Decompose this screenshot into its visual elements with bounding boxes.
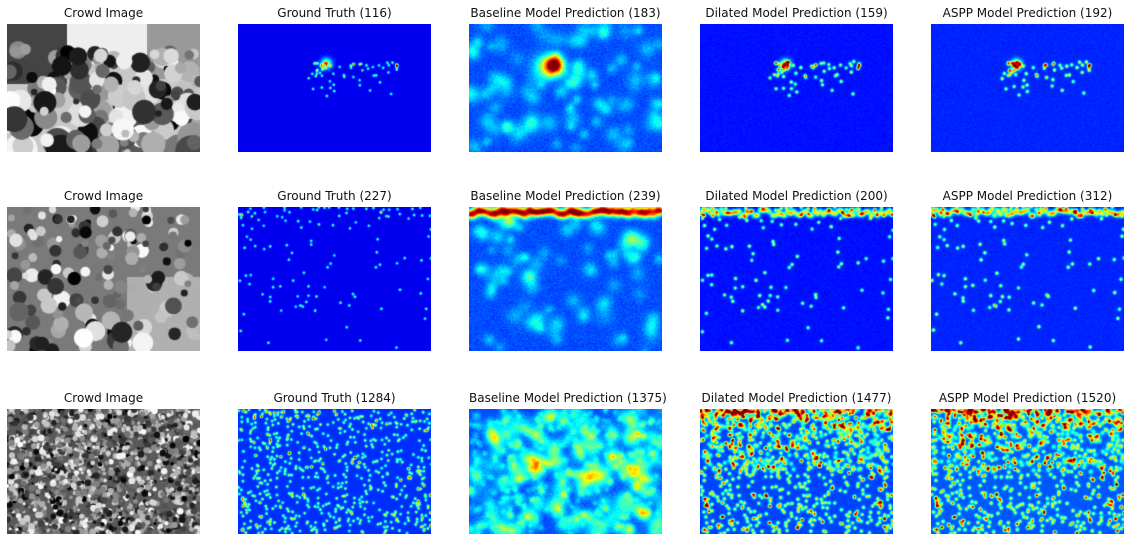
- panel-title: Ground Truth (227): [277, 189, 392, 203]
- panel-ground-truth-3: Ground Truth (1284): [238, 391, 431, 534]
- panel-title: Crowd Image: [63, 6, 144, 20]
- panel-title: Dilated Model Prediction (159): [705, 6, 888, 20]
- panel-baseline-prediction-3: Baseline Model Prediction (1375): [469, 391, 667, 534]
- panel-title: ASPP Model Prediction (1520): [938, 391, 1117, 405]
- panel-aspp-prediction-2: ASPP Model Prediction (312): [931, 189, 1124, 353]
- crowd-photo-image: [7, 409, 200, 534]
- panel-title: Baseline Model Prediction (1375): [469, 391, 667, 405]
- density-map-image: [469, 24, 662, 152]
- panel-title: Crowd Image: [63, 391, 144, 405]
- density-map-image: [238, 409, 431, 534]
- panel-title: Dilated Model Prediction (200): [705, 189, 888, 203]
- density-map-image: [469, 207, 662, 351]
- density-map-image: [931, 24, 1124, 152]
- panel-dilated-prediction-3: Dilated Model Prediction (1477): [700, 391, 893, 534]
- panel-aspp-prediction-3: ASPP Model Prediction (1520): [931, 391, 1124, 534]
- panel-title: Ground Truth (1284): [273, 391, 396, 405]
- panel-ground-truth-1: Ground Truth (116): [238, 6, 431, 152]
- panel-title: ASPP Model Prediction (312): [942, 189, 1113, 203]
- panel-title: Crowd Image: [63, 189, 144, 203]
- panel-dilated-prediction-1: Dilated Model Prediction (159): [700, 6, 893, 152]
- density-map-image: [931, 207, 1124, 351]
- density-map-image: [469, 409, 662, 534]
- panel-baseline-prediction-2: Baseline Model Prediction (239): [469, 189, 662, 353]
- panel-title: Baseline Model Prediction (183): [470, 6, 661, 20]
- density-map-image: [700, 24, 893, 152]
- panel-crowd-image-3: Crowd Image: [7, 391, 200, 534]
- panel-dilated-prediction-2: Dilated Model Prediction (200): [700, 189, 893, 353]
- panel-crowd-image-1: Crowd Image: [7, 6, 200, 152]
- crowd-photo-image: [7, 207, 200, 351]
- panel-baseline-prediction-1: Baseline Model Prediction (183): [469, 6, 662, 152]
- density-map-image: [700, 207, 893, 351]
- panel-crowd-image-2: Crowd Image: [7, 189, 200, 353]
- panel-aspp-prediction-1: ASPP Model Prediction (192): [931, 6, 1124, 152]
- panel-title: Ground Truth (116): [277, 6, 392, 20]
- density-map-image: [238, 24, 431, 152]
- density-map-image: [700, 409, 893, 534]
- density-map-image: [931, 409, 1124, 534]
- panel-title: Baseline Model Prediction (239): [470, 189, 661, 203]
- crowd-photo-image: [7, 24, 200, 152]
- panel-title: ASPP Model Prediction (192): [942, 6, 1113, 20]
- density-map-image: [238, 207, 431, 351]
- panel-ground-truth-2: Ground Truth (227): [238, 189, 431, 353]
- panel-title: Dilated Model Prediction (1477): [701, 391, 892, 405]
